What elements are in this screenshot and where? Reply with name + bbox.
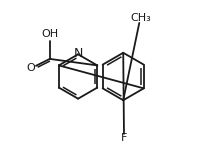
Text: F: F (121, 133, 127, 144)
Text: OH: OH (41, 29, 58, 39)
Text: N: N (73, 47, 83, 60)
Text: CH₃: CH₃ (130, 13, 151, 23)
Text: O: O (27, 63, 35, 73)
